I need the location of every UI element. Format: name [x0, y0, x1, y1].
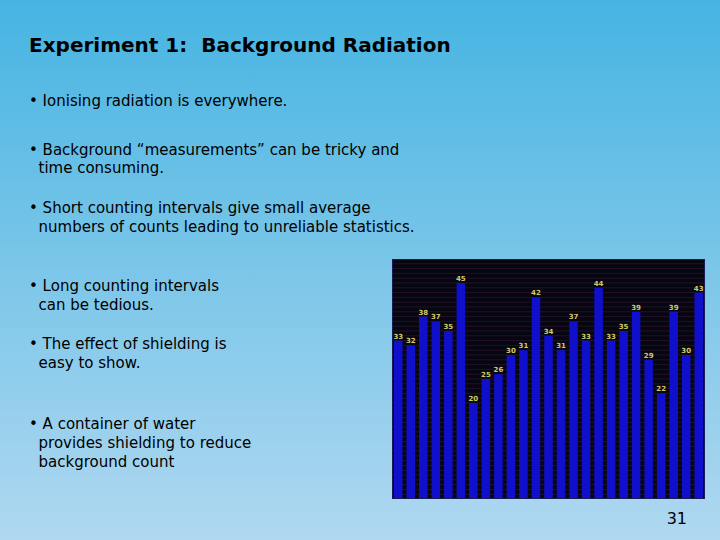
- bar-chart: 3332383735452025263031423431373344333539…: [392, 259, 705, 499]
- bar: [394, 341, 403, 499]
- grid-line: [392, 268, 705, 269]
- bar: [469, 403, 478, 499]
- data-label: 31: [519, 342, 529, 350]
- data-label: 43: [694, 285, 704, 293]
- data-label: 37: [569, 313, 579, 321]
- bar: [607, 341, 616, 499]
- bar: [557, 350, 566, 499]
- bullet: • Ionising radiation is everywhere.: [29, 92, 287, 111]
- data-label: 39: [631, 304, 641, 312]
- data-label: 25: [481, 371, 491, 379]
- grid-line: [392, 287, 705, 288]
- grid-line: [392, 263, 705, 264]
- bullet: • The effect of shielding is easy to sho…: [29, 335, 227, 373]
- plot-background: [392, 259, 705, 499]
- bar: [694, 293, 703, 499]
- bullet: • Long counting intervals can be tedious…: [29, 277, 219, 315]
- bar: [432, 321, 441, 499]
- data-label: 34: [544, 328, 554, 336]
- grid-line: [392, 297, 705, 298]
- bar: [619, 331, 628, 499]
- grid-line: [392, 278, 705, 279]
- page: 31: [667, 509, 687, 528]
- bar: [407, 345, 416, 499]
- bars: [394, 283, 703, 499]
- data-label: 37: [431, 313, 441, 321]
- grid-line: [392, 292, 705, 293]
- grid-line: [392, 307, 705, 308]
- data-label: 20: [469, 395, 479, 403]
- bar: [582, 341, 591, 499]
- data-label: 30: [506, 347, 516, 355]
- data-label: 30: [681, 347, 691, 355]
- data-label: 32: [406, 337, 416, 345]
- bar: [644, 360, 653, 499]
- grid-line: [392, 302, 705, 303]
- data-label: 29: [644, 352, 654, 360]
- grid-line: [392, 283, 705, 284]
- data-label: 33: [581, 333, 591, 341]
- bar: [494, 374, 503, 499]
- data-label: 39: [669, 304, 679, 312]
- grid-line: [392, 311, 705, 312]
- bar: [544, 336, 553, 499]
- bar: [457, 283, 466, 499]
- data-label: 33: [606, 333, 616, 341]
- bar: [669, 312, 678, 499]
- data-label: 33: [393, 333, 403, 341]
- bar: [507, 355, 516, 499]
- bar: [419, 317, 428, 499]
- bar: [682, 355, 691, 499]
- data-label: 38: [418, 309, 428, 317]
- bar: [532, 297, 541, 499]
- grid: [392, 259, 705, 499]
- title: Experiment 1: Background Radiation: [29, 34, 451, 56]
- data-label: 35: [443, 323, 453, 331]
- bar: [444, 331, 453, 499]
- grid-line: [392, 273, 705, 274]
- bar: [519, 350, 528, 499]
- bar: [632, 312, 641, 499]
- data-label: 45: [456, 275, 466, 283]
- data-labels: 3332383735452025263031423431373344333539…: [393, 275, 703, 403]
- data-label: 35: [619, 323, 629, 331]
- bar: [594, 288, 603, 499]
- data-label: 31: [556, 342, 566, 350]
- bullet: • A container of water provides shieldin…: [29, 415, 251, 471]
- bar: [657, 393, 666, 499]
- data-label: 26: [494, 366, 504, 374]
- data-label: 44: [594, 280, 604, 288]
- data-label: 22: [656, 385, 666, 393]
- plot-frame: [393, 260, 705, 499]
- data-label: 42: [531, 289, 541, 297]
- bullet: • Short counting intervals give small av…: [29, 199, 415, 237]
- bar: [482, 379, 491, 499]
- bullet: • Background “measurements” can be trick…: [29, 141, 399, 179]
- bar: [569, 321, 578, 499]
